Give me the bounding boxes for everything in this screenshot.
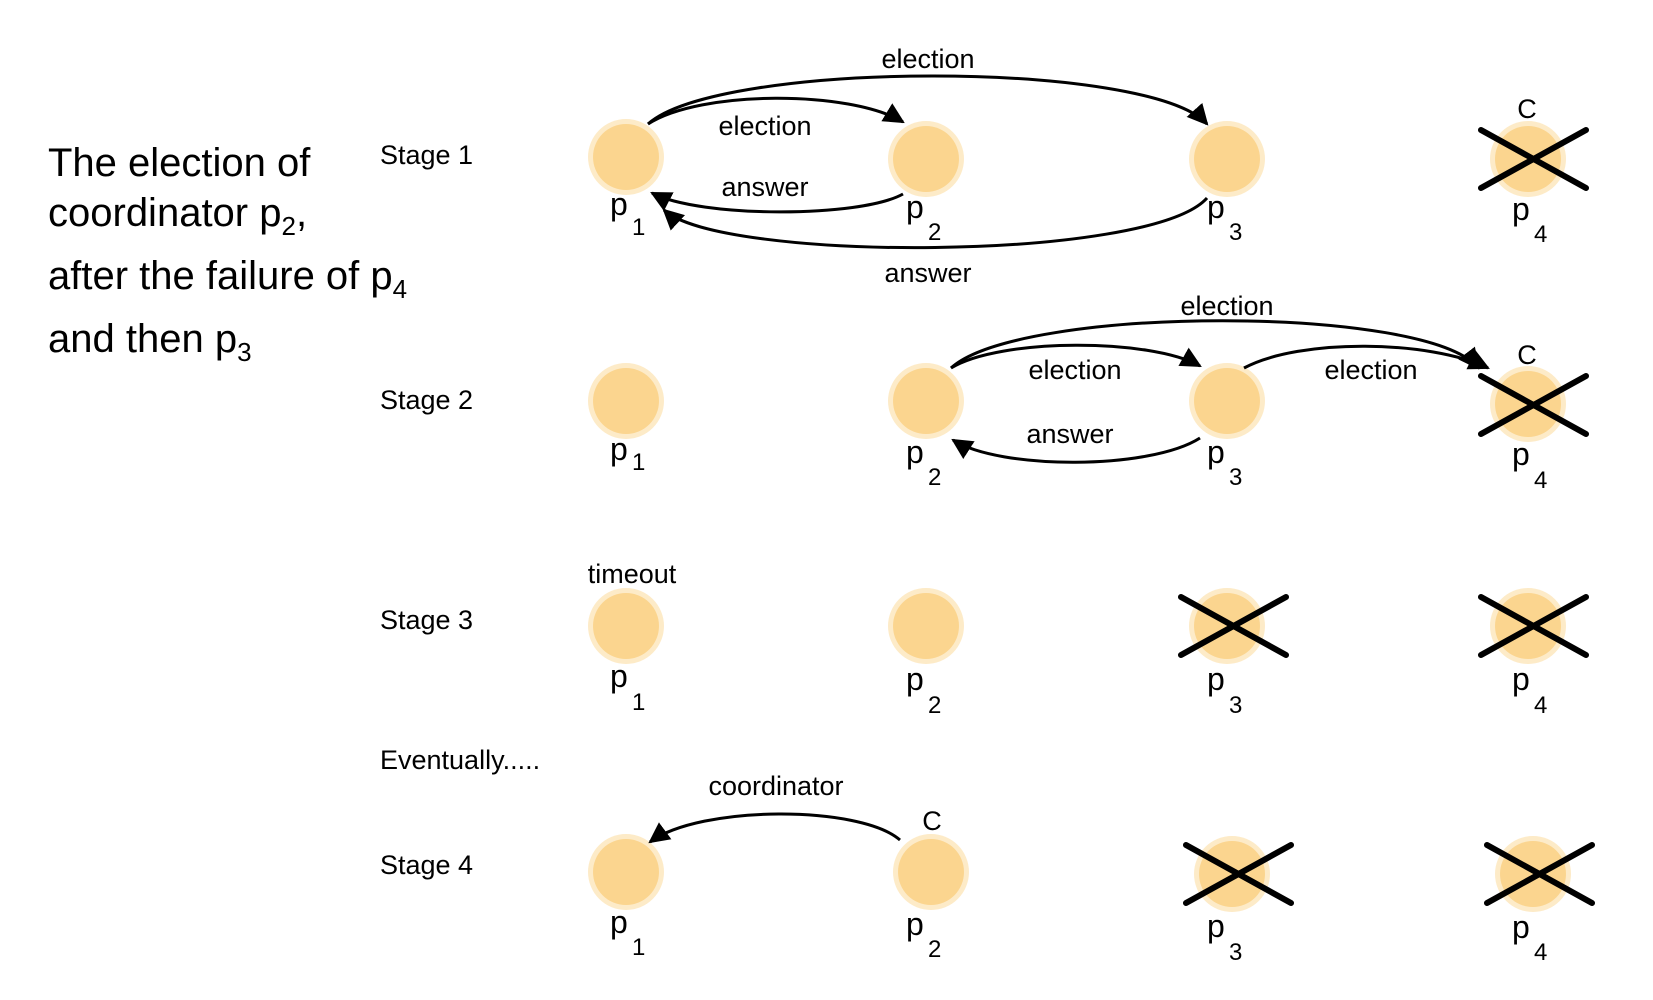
coordinator-mark: C bbox=[1517, 94, 1537, 124]
diagram-title: The election of coordinator p2, after th… bbox=[48, 138, 407, 377]
p-subscript: 2 bbox=[928, 219, 941, 246]
stage-1-label: Stage 1 bbox=[380, 140, 474, 170]
stage-2: C p 1 p 2 p 3 p 4 election election elec… bbox=[588, 291, 1589, 494]
title-line-4: and then p3 bbox=[48, 317, 252, 367]
title-line-3: after the failure of p4 bbox=[48, 254, 408, 304]
message-answer: answer bbox=[884, 258, 971, 288]
stage-4: C coordinator p 1 p 2 p 3 p 4 bbox=[588, 771, 1595, 966]
p-letter: p bbox=[1512, 436, 1530, 472]
message-answer: answer bbox=[721, 172, 808, 202]
p-letter: p bbox=[1512, 191, 1530, 227]
p-letter: p bbox=[1512, 909, 1530, 945]
message-election: election bbox=[1324, 355, 1417, 385]
p-letter: p bbox=[610, 658, 628, 694]
failed-cross-p4 bbox=[1478, 594, 1589, 658]
failed-cross-p4 bbox=[1478, 127, 1589, 191]
p-subscript: 4 bbox=[1534, 467, 1547, 494]
arrow-election-p3-p4 bbox=[1243, 344, 1490, 370]
p-letter: p bbox=[906, 434, 924, 470]
node-p1 bbox=[588, 119, 664, 195]
p-letter: p bbox=[1207, 434, 1225, 470]
node-p2 bbox=[888, 121, 964, 197]
stage-3: timeout p 1 p 2 p 3 p 4 bbox=[588, 559, 1589, 719]
p-subscript: 4 bbox=[1534, 939, 1547, 966]
p-letter: p bbox=[1512, 661, 1530, 697]
stage-4-label: Stage 4 bbox=[380, 850, 474, 880]
p-subscript: 3 bbox=[1229, 939, 1242, 966]
node-p1 bbox=[588, 588, 664, 664]
p-letter: p bbox=[610, 186, 628, 222]
node-p3 bbox=[1189, 588, 1265, 664]
p-subscript: 2 bbox=[928, 464, 941, 491]
p-subscript: 1 bbox=[632, 689, 645, 716]
node-p1 bbox=[588, 363, 664, 439]
p-subscript: 3 bbox=[1229, 692, 1242, 719]
timeout-label: timeout bbox=[588, 559, 677, 589]
arrow-election-p1-p3 bbox=[647, 74, 1209, 126]
node-p3 bbox=[1189, 363, 1265, 439]
eventually-label: Eventually..... bbox=[380, 745, 541, 775]
arrow-election-p2-p3 bbox=[950, 343, 1202, 370]
node-p3 bbox=[1189, 121, 1265, 197]
arrow-answer-p3-p2 bbox=[951, 436, 1201, 464]
message-election: election bbox=[881, 44, 974, 74]
p-subscript: 3 bbox=[1229, 464, 1242, 491]
node-p2 bbox=[888, 363, 964, 439]
p-subscript: 3 bbox=[1229, 219, 1242, 246]
failed-cross-p4 bbox=[1484, 842, 1595, 906]
failed-cross-p4 bbox=[1478, 373, 1589, 437]
stage-3-label: Stage 3 bbox=[380, 605, 474, 635]
arrow-election-p1-p2 bbox=[647, 96, 905, 126]
arrow-answer-p2-p1 bbox=[650, 191, 904, 214]
p-letter: p bbox=[1207, 189, 1225, 225]
node-p2 bbox=[888, 588, 964, 664]
arrow-coordinator-p2-p1 bbox=[648, 812, 901, 844]
node-p4 bbox=[1495, 836, 1571, 912]
p-subscript: 4 bbox=[1534, 221, 1547, 248]
title-line-1: The election of bbox=[48, 141, 311, 185]
node-p1 bbox=[588, 834, 664, 910]
node-p3 bbox=[1194, 836, 1270, 912]
p-letter: p bbox=[1207, 908, 1225, 944]
coordinator-mark: C bbox=[1517, 340, 1537, 370]
p-subscript: 1 bbox=[632, 934, 645, 961]
stage-1: C p 1 p 2 p 3 p 4 election election answ… bbox=[588, 44, 1589, 288]
stage-2-label: Stage 2 bbox=[380, 385, 474, 415]
arrow-election-p2-p4 bbox=[949, 319, 1480, 370]
title-line-2: coordinator p2, bbox=[48, 191, 308, 241]
p-letter: p bbox=[610, 904, 628, 940]
p-subscript: 1 bbox=[632, 449, 645, 476]
p-subscript: 4 bbox=[1534, 692, 1547, 719]
message-coordinator: coordinator bbox=[708, 771, 843, 801]
node-p2 bbox=[893, 834, 969, 910]
p-letter: p bbox=[906, 906, 924, 942]
p-letter: p bbox=[1207, 661, 1225, 697]
coordinator-mark: C bbox=[922, 806, 942, 836]
message-election: election bbox=[1180, 291, 1273, 321]
arrow-answer-p3-p1 bbox=[662, 196, 1209, 250]
message-election: election bbox=[1028, 355, 1121, 385]
p-subscript: 2 bbox=[928, 936, 941, 963]
p-letter: p bbox=[906, 661, 924, 697]
p-letter: p bbox=[906, 189, 924, 225]
p-letter: p bbox=[610, 431, 628, 467]
p-subscript: 2 bbox=[928, 692, 941, 719]
failed-cross-p3 bbox=[1183, 842, 1294, 906]
p-subscript: 1 bbox=[632, 214, 645, 241]
message-answer: answer bbox=[1026, 419, 1113, 449]
failed-cross-p3 bbox=[1178, 594, 1289, 658]
message-election: election bbox=[718, 111, 811, 141]
